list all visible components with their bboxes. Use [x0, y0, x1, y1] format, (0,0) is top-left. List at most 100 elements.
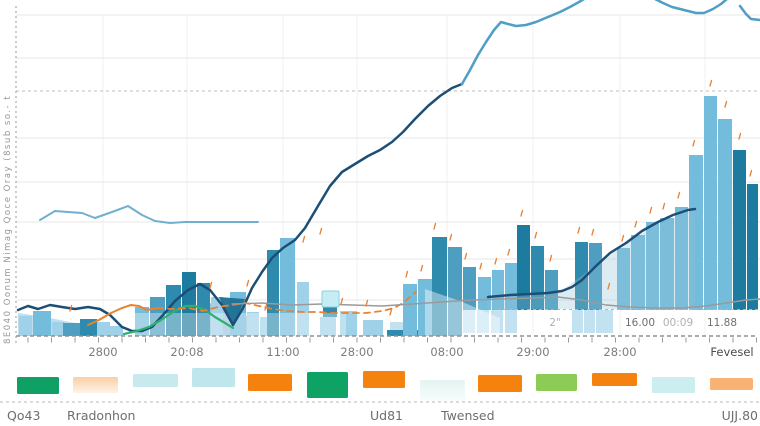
orange-tick — [749, 169, 753, 177]
orange-tick — [534, 231, 538, 239]
orange-tick — [319, 227, 323, 235]
orange-tick — [246, 279, 250, 287]
legend: Qo43 Rradonhon Ud81 Twensed UJJ.80 — [0, 368, 760, 423]
lightblue-left-line — [39, 205, 259, 224]
navy-main-line — [16, 82, 464, 333]
bar — [267, 250, 279, 336]
x-axis-label: Fevesel — [710, 345, 753, 359]
stub-bar — [463, 310, 475, 333]
slope-lighten — [425, 289, 500, 336]
legend-label: UJJ.80 — [722, 408, 758, 423]
bar — [660, 218, 674, 310]
bar — [363, 320, 383, 336]
orange-tick — [494, 257, 498, 265]
legend-swatch — [192, 368, 235, 387]
bar — [418, 279, 432, 336]
inner-axis-label: 00:09 — [663, 317, 693, 329]
legend-label: Qo43 — [7, 408, 40, 423]
bar — [97, 322, 110, 336]
bar — [589, 243, 602, 310]
orange-tick — [607, 282, 611, 290]
orange-tick — [464, 252, 468, 260]
bar — [448, 247, 462, 336]
orange-tick — [621, 234, 625, 242]
bar — [110, 326, 123, 336]
bar — [478, 277, 491, 310]
legend-swatch — [420, 380, 465, 401]
orange-tick — [302, 235, 306, 243]
stub-bar — [477, 310, 489, 333]
x-axis-label: 11:00 — [266, 345, 299, 359]
orange-tick — [479, 262, 483, 270]
x-axis-label: 28:00 — [340, 345, 373, 359]
steel-dip-line — [654, 0, 728, 15]
bar — [747, 184, 758, 310]
under-navy2 — [488, 209, 695, 309]
mid-lighten — [128, 313, 346, 336]
bar — [340, 311, 357, 336]
bar — [575, 242, 588, 310]
orange-tick — [662, 202, 666, 210]
legend-label: Twensed — [440, 408, 495, 423]
orange-tick — [449, 233, 453, 241]
legend-swatch — [133, 374, 178, 387]
bar — [297, 282, 309, 336]
stub-bar — [584, 310, 595, 333]
orange-tick — [724, 100, 728, 108]
x-axis-labels: 2800 20:08 11:00 28:00 08:00 29:00 28:00 Fevese… — [88, 345, 753, 359]
legend-swatch — [478, 375, 522, 392]
bar — [33, 311, 51, 336]
orange-tick — [709, 79, 713, 87]
legend-swatch — [363, 371, 405, 388]
bar — [211, 297, 223, 336]
bar — [320, 317, 336, 336]
orange-tick — [433, 222, 437, 230]
orange-line — [87, 304, 158, 326]
orange-tick — [738, 132, 742, 140]
x-axis-label: 29:00 — [516, 345, 549, 359]
bar — [247, 312, 259, 336]
bar — [689, 155, 703, 310]
legend-swatch — [652, 377, 695, 393]
orange-dashed-line — [156, 291, 417, 314]
legend-swatch — [17, 377, 59, 394]
bar — [733, 150, 746, 310]
bar — [19, 316, 32, 336]
orange-tick — [591, 228, 595, 236]
orange-tick — [209, 281, 213, 289]
stub-bar — [505, 310, 517, 333]
bar — [517, 225, 530, 310]
orange-tick — [389, 308, 393, 316]
legend-swatch — [73, 377, 118, 393]
y-axis-label: 8E040 Oonum Nimag Qoce Oray (8sub so.- t — [3, 95, 13, 344]
legend-label: Ud81 — [370, 408, 403, 423]
inner-axis-label: 11.88 — [707, 317, 737, 329]
orange-tick — [405, 270, 409, 278]
inner-axis-label: 16.00 — [625, 317, 655, 329]
bar — [545, 270, 558, 310]
orange-tick — [649, 206, 653, 214]
orange-tick — [634, 220, 638, 228]
bar — [718, 119, 732, 310]
stub-bar — [491, 310, 503, 333]
stub-bar — [572, 310, 583, 333]
inner-axis-label: 2" — [549, 317, 561, 329]
x-axis-label: 08:00 — [430, 345, 463, 359]
orange-tick-marks — [69, 79, 753, 316]
bar — [617, 248, 630, 310]
legend-label: Rradonhon — [67, 408, 135, 423]
stub-bar — [596, 310, 613, 333]
orange-tick — [365, 299, 369, 307]
annotation-box-group — [321, 290, 340, 308]
green-line — [122, 304, 235, 336]
inner-axis-labels: 2" 16.00 00:09 11.88 — [549, 317, 737, 329]
orange-tick — [507, 248, 511, 256]
legend-swatch — [710, 378, 753, 390]
axes — [15, 6, 758, 343]
x-axis-label: 20:08 — [170, 345, 203, 359]
orange-tick — [420, 264, 424, 272]
bar — [463, 267, 476, 310]
volume-bars — [19, 96, 758, 336]
